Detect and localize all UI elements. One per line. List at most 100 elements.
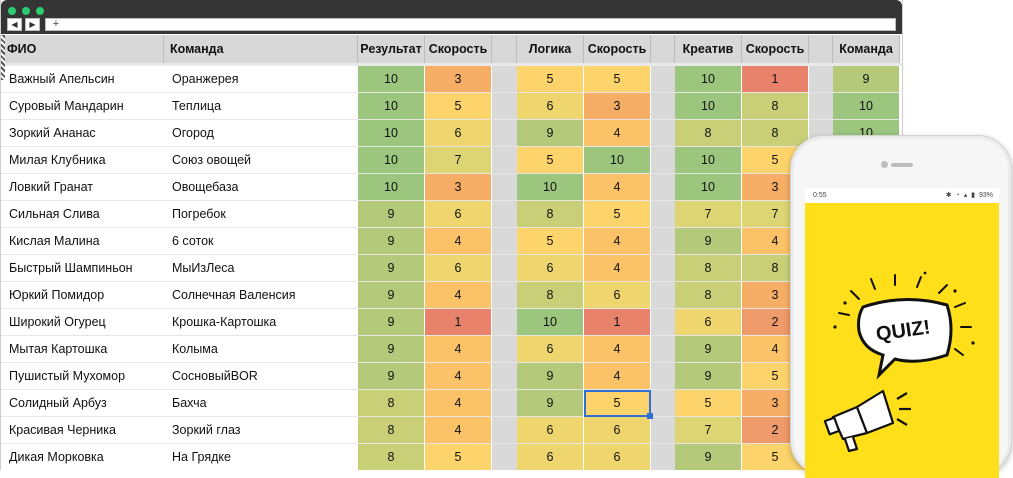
- header-speed[interactable]: Скорость: [584, 35, 651, 63]
- team-cell[interactable]: Теплица: [164, 93, 358, 120]
- score-cell[interactable]: 5: [584, 66, 651, 93]
- score-cell[interactable]: 9: [358, 201, 425, 228]
- score-cell[interactable]: 10: [358, 174, 425, 201]
- spacer-cell[interactable]: [651, 120, 675, 147]
- header-result[interactable]: Результат: [358, 35, 425, 63]
- spacer-cell[interactable]: [492, 228, 517, 255]
- score-cell[interactable]: 3: [425, 66, 492, 93]
- score-cell[interactable]: 5: [425, 444, 492, 470]
- spacer-cell[interactable]: [492, 336, 517, 363]
- score-cell[interactable]: 8: [358, 444, 425, 470]
- name-cell[interactable]: Зоркий Ананас: [1, 120, 164, 147]
- header-gap[interactable]: [809, 35, 833, 63]
- team-cell[interactable]: Крошка-Картошка: [164, 309, 358, 336]
- spacer-cell[interactable]: [492, 147, 517, 174]
- score-cell[interactable]: 4: [425, 228, 492, 255]
- score-cell[interactable]: 9: [358, 282, 425, 309]
- name-cell[interactable]: Красивая Черника: [1, 417, 164, 444]
- score-cell[interactable]: 6: [584, 417, 651, 444]
- address-bar[interactable]: [45, 18, 896, 31]
- score-cell[interactable]: 4: [425, 363, 492, 390]
- score-cell[interactable]: 8: [675, 120, 742, 147]
- header-speed[interactable]: Скорость: [425, 35, 492, 63]
- team-cell[interactable]: Бахча: [164, 390, 358, 417]
- score-cell[interactable]: 4: [584, 336, 651, 363]
- spacer-cell[interactable]: [651, 336, 675, 363]
- score-cell[interactable]: 7: [425, 147, 492, 174]
- spacer-cell[interactable]: [492, 255, 517, 282]
- score-cell[interactable]: 9: [517, 390, 584, 417]
- spacer-cell[interactable]: [492, 417, 517, 444]
- score-cell[interactable]: 10: [358, 120, 425, 147]
- name-cell[interactable]: Ловкий Гранат: [1, 174, 164, 201]
- score-cell[interactable]: 8: [358, 390, 425, 417]
- spacer-cell[interactable]: [809, 93, 833, 120]
- score-cell[interactable]: 4: [584, 228, 651, 255]
- score-cell[interactable]: 9: [675, 444, 742, 470]
- team-cell[interactable]: 6 соток: [164, 228, 358, 255]
- spacer-cell[interactable]: [492, 66, 517, 93]
- spacer-cell[interactable]: [651, 444, 675, 470]
- name-cell[interactable]: Солидный Арбуз: [1, 390, 164, 417]
- score-cell[interactable]: 8: [358, 417, 425, 444]
- header-speed[interactable]: Скорость: [742, 35, 809, 63]
- name-cell[interactable]: Важный Апельсин: [1, 66, 164, 93]
- header-gap[interactable]: [492, 35, 517, 63]
- spacer-cell[interactable]: [492, 174, 517, 201]
- team-cell[interactable]: Оранжерея: [164, 66, 358, 93]
- score-cell[interactable]: 6: [517, 417, 584, 444]
- score-cell[interactable]: 6: [517, 444, 584, 470]
- spacer-cell[interactable]: [651, 66, 675, 93]
- score-cell[interactable]: 10: [517, 309, 584, 336]
- score-cell[interactable]: 9: [358, 336, 425, 363]
- score-cell[interactable]: 5: [517, 228, 584, 255]
- score-cell[interactable]: 8: [517, 201, 584, 228]
- team-cell[interactable]: Солнечная Валенсия: [164, 282, 358, 309]
- forward-button[interactable]: ▶: [25, 18, 40, 31]
- score-cell[interactable]: 5: [584, 390, 651, 417]
- score-cell[interactable]: 10: [358, 66, 425, 93]
- score-cell[interactable]: 6: [425, 120, 492, 147]
- name-cell[interactable]: Кислая Малина: [1, 228, 164, 255]
- spacer-cell[interactable]: [651, 363, 675, 390]
- spacer-cell[interactable]: [651, 228, 675, 255]
- score-cell[interactable]: 9: [358, 309, 425, 336]
- score-cell[interactable]: 5: [675, 390, 742, 417]
- name-cell[interactable]: Суровый Мандарин: [1, 93, 164, 120]
- spacer-cell[interactable]: [651, 390, 675, 417]
- team-cell[interactable]: Огород: [164, 120, 358, 147]
- score-cell[interactable]: 10: [584, 147, 651, 174]
- fill-handle[interactable]: [647, 413, 653, 419]
- back-button[interactable]: ◀: [7, 18, 22, 31]
- score-cell[interactable]: 10: [675, 93, 742, 120]
- score-cell[interactable]: 8: [742, 120, 809, 147]
- score-cell[interactable]: 8: [675, 255, 742, 282]
- spacer-cell[interactable]: [492, 120, 517, 147]
- score-cell[interactable]: 6: [517, 336, 584, 363]
- name-cell[interactable]: Мытая Картошка: [1, 336, 164, 363]
- score-cell[interactable]: 9: [517, 120, 584, 147]
- score-cell[interactable]: 4: [584, 174, 651, 201]
- score-cell[interactable]: 9: [358, 363, 425, 390]
- team-cell[interactable]: Союз овощей: [164, 147, 358, 174]
- window-dot-icon[interactable]: [36, 7, 44, 15]
- spacer-cell[interactable]: [651, 201, 675, 228]
- spacer-cell[interactable]: [651, 255, 675, 282]
- spacer-cell[interactable]: [651, 174, 675, 201]
- header-logic[interactable]: Логика: [517, 35, 584, 63]
- spacer-cell[interactable]: [492, 363, 517, 390]
- team-cell[interactable]: Зоркий глаз: [164, 417, 358, 444]
- spacer-cell[interactable]: [651, 93, 675, 120]
- score-cell[interactable]: 6: [517, 93, 584, 120]
- spacer-cell[interactable]: [492, 309, 517, 336]
- header-creative[interactable]: Креатив: [675, 35, 742, 63]
- score-cell[interactable]: 10: [675, 66, 742, 93]
- score-cell[interactable]: 1: [742, 66, 809, 93]
- score-cell[interactable]: 9: [358, 228, 425, 255]
- new-tab-button[interactable]: +: [52, 18, 60, 30]
- score-cell[interactable]: 5: [517, 147, 584, 174]
- spacer-cell[interactable]: [492, 93, 517, 120]
- score-cell[interactable]: 10: [358, 93, 425, 120]
- score-cell[interactable]: 5: [584, 201, 651, 228]
- header-gap[interactable]: [651, 35, 675, 63]
